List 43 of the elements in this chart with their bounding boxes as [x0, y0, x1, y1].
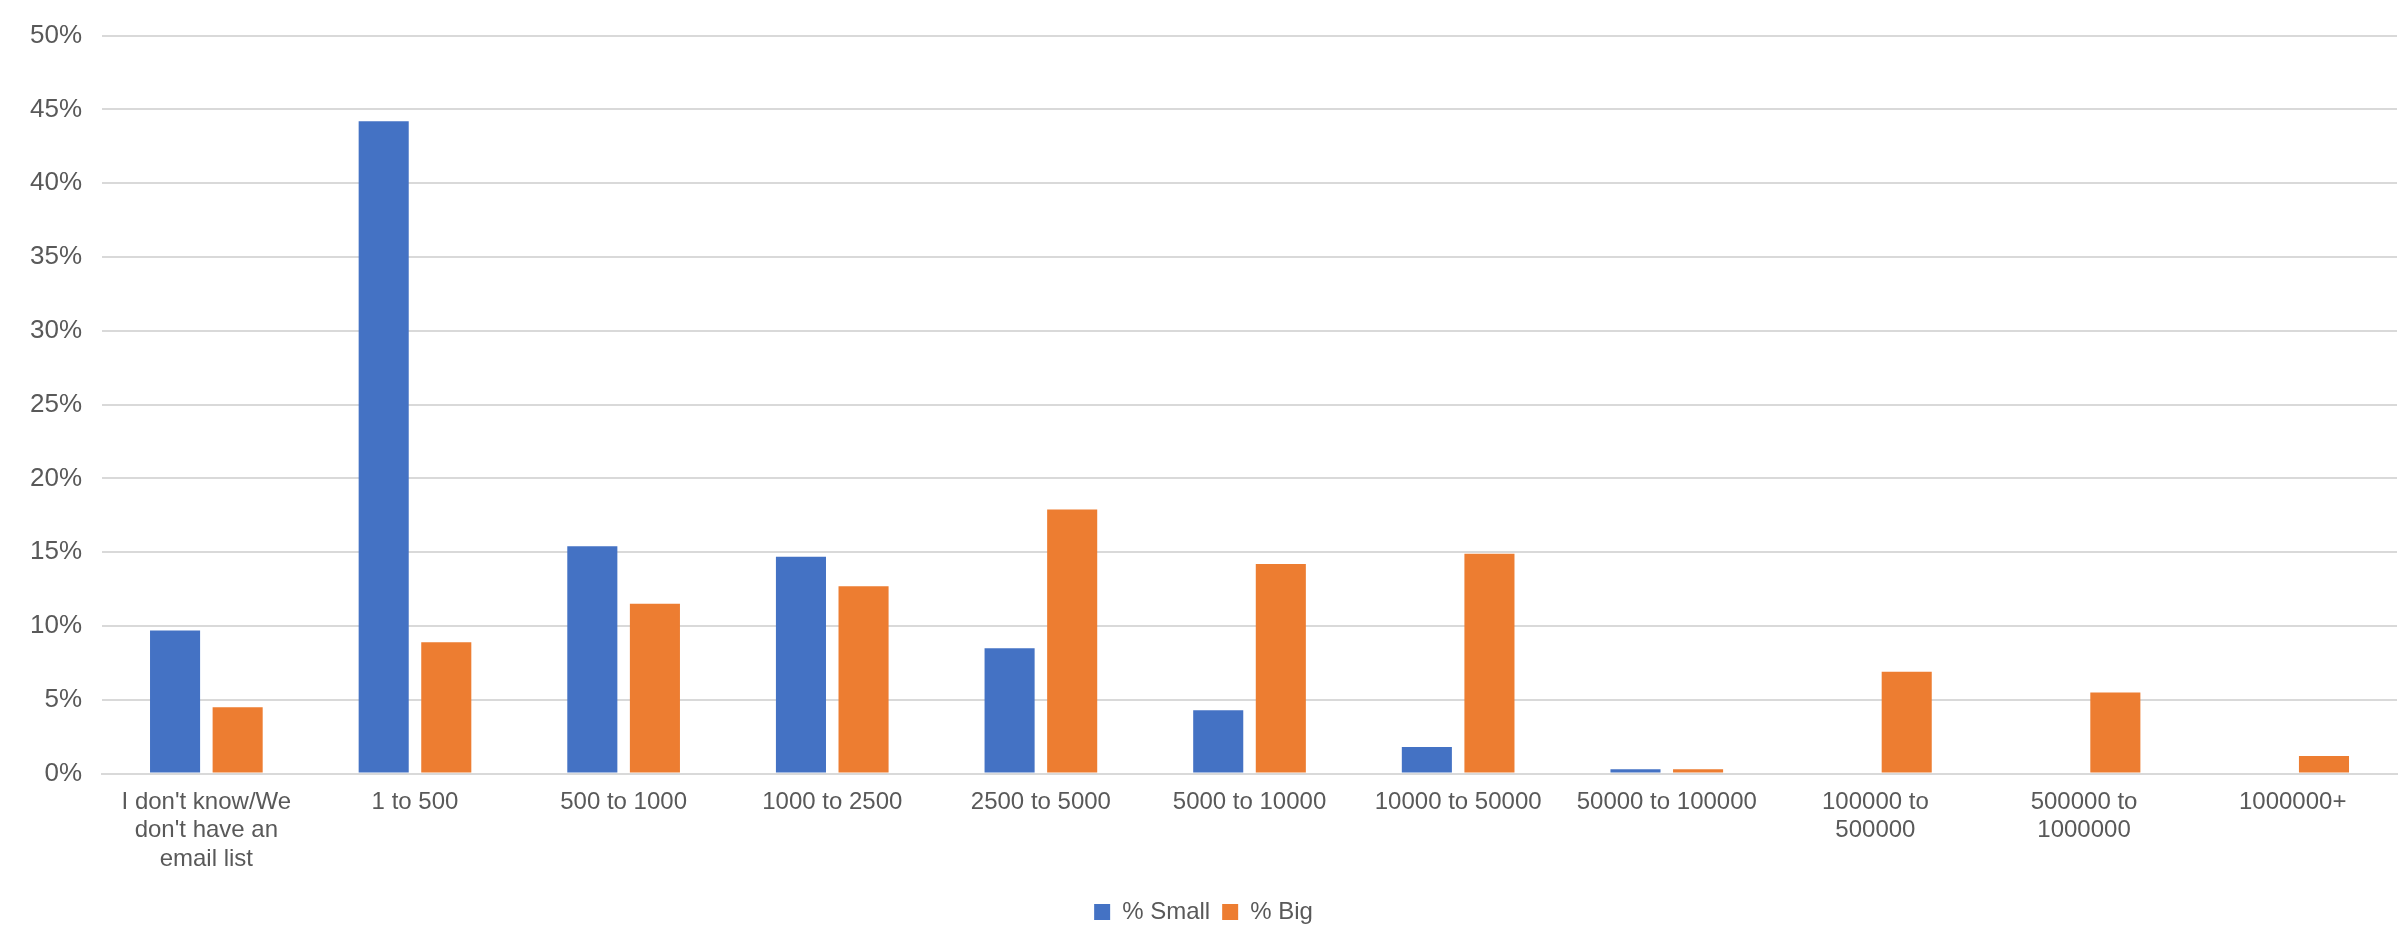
x-tick-label: I don't know/We don't have an email list: [121, 786, 292, 872]
bar: [775, 556, 826, 773]
x-tick-label: 5000 to 10000: [1172, 786, 1327, 814]
y-tick-label: 10%: [29, 609, 83, 640]
bar: [421, 642, 472, 773]
x-tick-label: 1 to 500: [371, 786, 459, 814]
y-tick-label: 15%: [29, 535, 83, 566]
x-tick-label: 2500 to 5000: [970, 786, 1111, 814]
bar: [1881, 671, 1932, 773]
x-tick-label: 1000000+: [2238, 786, 2347, 814]
bar: [567, 546, 618, 773]
x-tick-label: 50000 to 100000: [1576, 786, 1757, 814]
bar: [1401, 747, 1452, 773]
y-tick-label: 45%: [29, 92, 83, 123]
y-tick-label: 35%: [29, 240, 83, 271]
bar: [1610, 769, 1661, 773]
x-tick-label: 500 to 1000: [560, 786, 688, 814]
y-tick-label: 30%: [29, 313, 83, 344]
bar: [1673, 769, 1724, 773]
x-tick-label: 100000 to 500000: [1822, 786, 1929, 843]
bar: [2298, 755, 2350, 773]
legend-label: % Big: [1250, 896, 1313, 924]
x-tick-label: 10000 to 50000: [1374, 786, 1542, 814]
legend-label: % Small: [1122, 896, 1211, 924]
y-tick-label: 40%: [29, 166, 83, 197]
bar: [629, 603, 680, 773]
y-tick-label: 50%: [29, 18, 83, 49]
x-tick-label: 500000 to 1000000: [2030, 786, 2138, 843]
bar: [838, 586, 889, 773]
x-tick-label: 1000 to 2500: [762, 786, 903, 814]
y-tick-label: 20%: [29, 461, 83, 492]
y-tick-label: 5%: [44, 682, 83, 713]
bar: [1047, 509, 1098, 773]
bar: [212, 707, 263, 773]
y-tick-label: 0%: [44, 756, 83, 787]
bar: [1464, 553, 1515, 773]
y-tick-label: 25%: [29, 387, 83, 418]
bar: [984, 648, 1035, 773]
bar: [1193, 710, 1244, 773]
bar: [150, 630, 201, 773]
bar: [2090, 692, 2141, 773]
bar: [1255, 564, 1306, 773]
bar: [358, 121, 409, 773]
